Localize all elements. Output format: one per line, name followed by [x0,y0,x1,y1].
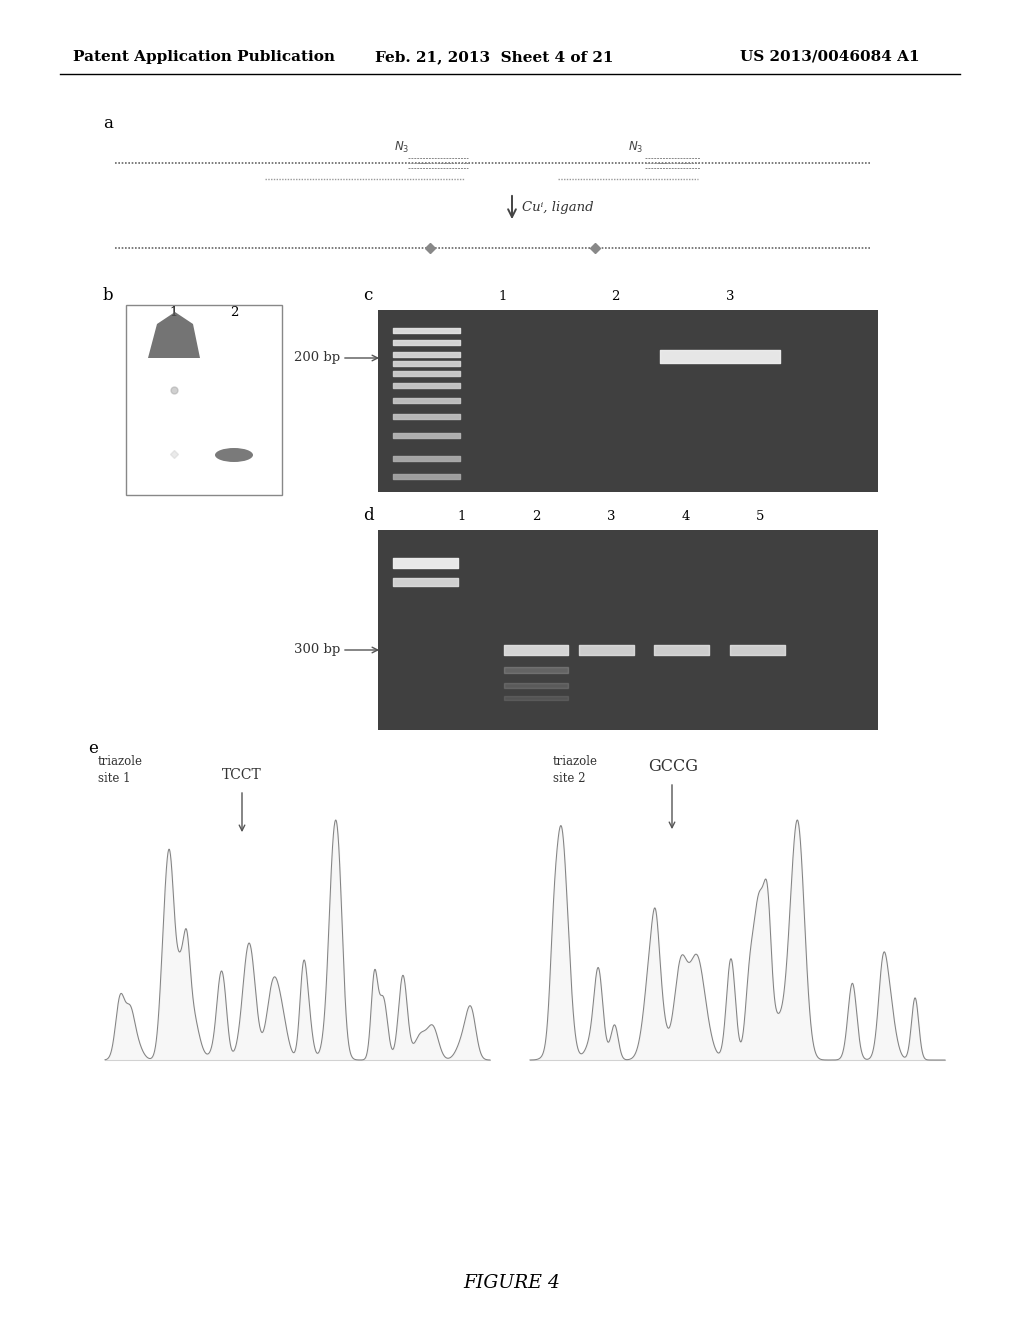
Text: 3: 3 [607,510,615,523]
Text: 1: 1 [170,306,178,319]
Text: 3: 3 [726,290,734,304]
Text: $N_3$: $N_3$ [628,140,643,154]
Bar [378,531,878,730]
Text: 1: 1 [499,290,507,304]
Text: 2: 2 [610,290,620,304]
Text: 5: 5 [756,510,764,523]
Text: US 2013/0046084 A1: US 2013/0046084 A1 [740,50,920,63]
Text: $N_3$: $N_3$ [394,140,410,154]
Bar [126,305,282,495]
Text: Feb. 21, 2013  Sheet 4 of 21: Feb. 21, 2013 Sheet 4 of 21 [375,50,613,63]
Text: triazole
site 2: triazole site 2 [553,755,598,785]
Text: c: c [362,286,373,304]
Text: 200 bp: 200 bp [294,351,340,364]
Text: e: e [88,741,98,756]
Text: 2: 2 [229,306,239,319]
Text: d: d [362,507,374,524]
Text: 300 bp: 300 bp [294,644,340,656]
Text: a: a [103,115,113,132]
Ellipse shape [215,447,253,462]
Polygon shape [148,312,200,358]
Text: 2: 2 [531,510,541,523]
Text: Patent Application Publication: Patent Application Publication [73,50,335,63]
Text: GCCG: GCCG [648,758,698,775]
Text: TCCT: TCCT [222,768,262,781]
Text: FIGURE 4: FIGURE 4 [464,1274,560,1292]
Text: 1: 1 [458,510,466,523]
Text: 4: 4 [682,510,690,523]
Text: Cuⁱ, ligand: Cuⁱ, ligand [522,201,594,214]
Text: triazole
site 1: triazole site 1 [98,755,143,785]
Text: b: b [103,286,114,304]
Bar [378,310,878,492]
